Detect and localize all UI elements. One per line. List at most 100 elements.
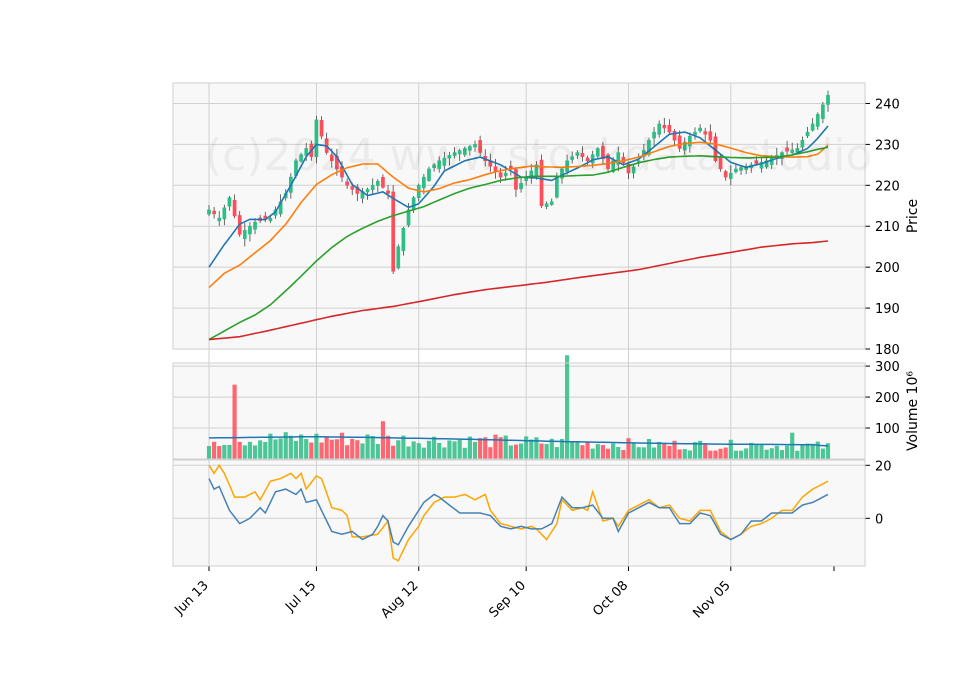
volume-bar xyxy=(667,445,672,459)
candle-up xyxy=(468,146,472,151)
x-tick-label: Aug 12 xyxy=(378,578,421,621)
volume-bar xyxy=(380,421,386,459)
candle-down xyxy=(580,153,585,157)
volume-bar xyxy=(616,447,621,459)
candle-up xyxy=(826,95,830,105)
volume-bar xyxy=(559,438,565,459)
candle-down xyxy=(703,131,708,135)
candle-up xyxy=(652,131,656,139)
candle-up xyxy=(217,217,222,222)
volume-bar xyxy=(703,443,708,459)
volume-bar xyxy=(426,440,432,459)
volume-bar xyxy=(314,433,319,459)
oscillator-tick-label: 0 xyxy=(875,512,883,527)
volume-bar xyxy=(611,443,616,459)
x-tick-label: Oct 08 xyxy=(590,578,631,619)
volume-bar xyxy=(401,435,406,459)
volume-bar xyxy=(790,432,795,459)
volume-bar xyxy=(447,440,452,459)
candle-up xyxy=(442,157,447,166)
volume-bar xyxy=(575,441,580,459)
volume-bar xyxy=(488,447,493,459)
candle-down xyxy=(212,210,216,215)
candle-up xyxy=(805,131,810,137)
candle-up xyxy=(821,104,825,119)
volume-bar xyxy=(565,355,570,459)
volume-bar xyxy=(779,450,785,459)
price-panel-border xyxy=(172,82,866,350)
volume-bar xyxy=(334,439,339,459)
candle-up xyxy=(800,140,805,148)
candle-up xyxy=(227,197,232,207)
x-tick-label: Jun 13 xyxy=(172,578,212,618)
volume-bar xyxy=(345,445,350,459)
candle-up xyxy=(810,123,815,131)
volume-bar xyxy=(585,441,590,459)
volume-bar xyxy=(309,442,314,459)
candle-down xyxy=(391,191,396,272)
volume-bar xyxy=(498,437,503,459)
volume-bar xyxy=(421,447,426,459)
candle-up xyxy=(268,217,273,222)
candle-up xyxy=(437,160,442,169)
volume-bar xyxy=(554,447,559,459)
candle-up xyxy=(473,144,477,148)
volume-bar xyxy=(677,449,682,459)
volume-bar xyxy=(769,448,774,459)
candle-up xyxy=(595,148,600,157)
volume-bar xyxy=(600,445,605,459)
candle-up xyxy=(253,221,257,230)
volume-bar xyxy=(544,444,549,459)
candle-up xyxy=(631,166,636,174)
volume-bar xyxy=(529,439,534,459)
osc_fast-line xyxy=(208,463,829,562)
candle-up xyxy=(693,131,697,136)
volume-bar xyxy=(738,450,744,459)
candle-up xyxy=(401,228,406,252)
candle-down xyxy=(677,135,682,149)
volume-bar xyxy=(631,442,636,459)
volume-bar xyxy=(232,384,237,459)
volume-bar xyxy=(293,440,299,459)
volume-bar xyxy=(288,435,293,459)
volume-bar xyxy=(713,450,718,459)
volume-bar xyxy=(513,444,519,459)
volume-bar xyxy=(355,440,360,459)
candle-down xyxy=(601,145,605,159)
volume-bar xyxy=(728,439,733,459)
candle-up xyxy=(657,123,662,135)
ma60-line xyxy=(208,240,829,341)
volume-bar xyxy=(636,447,641,459)
volume-bar xyxy=(687,450,692,459)
volume-axis-label: Volume 10⁶ xyxy=(905,371,921,451)
candle-up xyxy=(611,160,615,172)
candle-down xyxy=(723,171,728,178)
volume-bar xyxy=(764,449,769,459)
candle-down xyxy=(319,120,324,137)
candle-down xyxy=(667,124,672,133)
ma20-line xyxy=(208,146,829,341)
candle-up xyxy=(795,148,800,152)
candle-up xyxy=(396,246,401,269)
candle-up xyxy=(427,168,431,181)
volume-bar xyxy=(641,447,646,459)
price-tick-label: 220 xyxy=(875,179,900,194)
volume-bar xyxy=(278,438,283,459)
candle-up xyxy=(422,176,426,189)
ma10-line xyxy=(208,141,829,289)
volume-bar xyxy=(825,443,831,459)
price-tick-label: 210 xyxy=(875,220,900,235)
volume-bar xyxy=(595,444,600,459)
candle-up xyxy=(406,209,411,226)
volume-bar xyxy=(626,438,631,459)
volume-bar xyxy=(800,445,805,459)
candle-down xyxy=(662,124,667,129)
candle-down xyxy=(754,160,759,164)
candle-up xyxy=(370,185,375,191)
volume-bar xyxy=(774,445,779,459)
candle-up xyxy=(248,225,252,235)
volume-bar xyxy=(411,441,416,459)
volume-bar xyxy=(805,443,810,459)
oscillator-panel-border xyxy=(172,459,866,567)
